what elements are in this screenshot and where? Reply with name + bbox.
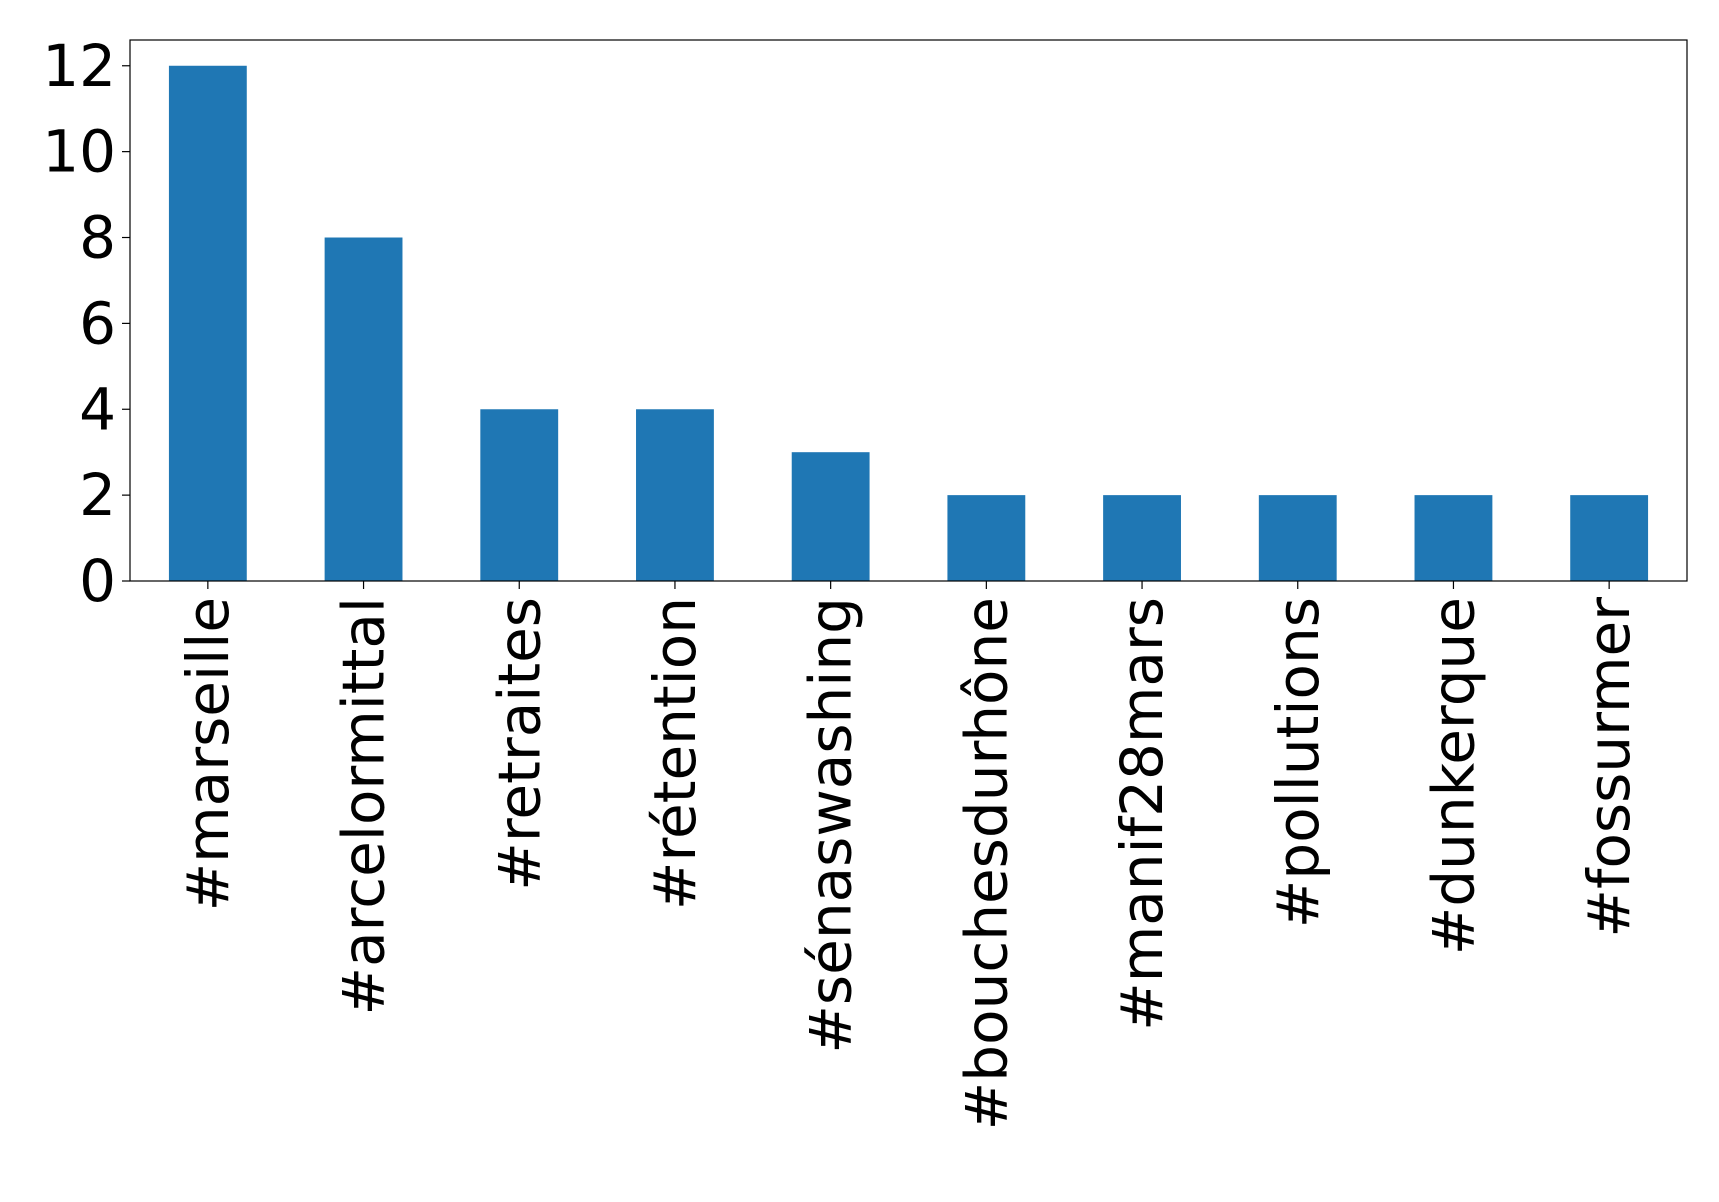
- bar: [1414, 495, 1493, 581]
- bar: [168, 65, 247, 581]
- bar: [636, 409, 714, 581]
- x-tick-label: #pollutions: [1264, 597, 1332, 928]
- bar: [1103, 495, 1181, 581]
- x-tick-label: #arcelormittal: [330, 597, 398, 1015]
- bar: [1570, 495, 1649, 581]
- y-tick-label: 0: [79, 547, 116, 615]
- x-tick-label: #fossurmer: [1575, 597, 1643, 938]
- bar: [480, 409, 559, 581]
- x-tick-label: #marseille: [174, 597, 242, 911]
- x-tick-label: #sénaswashing: [797, 597, 865, 1054]
- bar: [947, 495, 1026, 581]
- y-tick-label: 4: [79, 375, 116, 443]
- bar: [1258, 495, 1337, 581]
- y-tick-label: 8: [79, 204, 116, 272]
- x-tick-label: #manif28mars: [1108, 597, 1176, 1031]
- x-tick-label: #dunkerque: [1419, 597, 1487, 955]
- plot-frame: [129, 39, 1688, 582]
- bar: [791, 452, 870, 581]
- bar: [324, 237, 403, 581]
- x-tick-label: #retraites: [485, 597, 553, 891]
- y-tick-label: 10: [42, 118, 116, 186]
- x-tick-label: #bouchesdurhône: [952, 597, 1020, 1130]
- y-tick-label: 6: [79, 289, 116, 357]
- x-tick-label: #rétention: [641, 597, 709, 910]
- y-tick-label: 2: [79, 461, 116, 529]
- y-tick-label: 12: [42, 32, 116, 100]
